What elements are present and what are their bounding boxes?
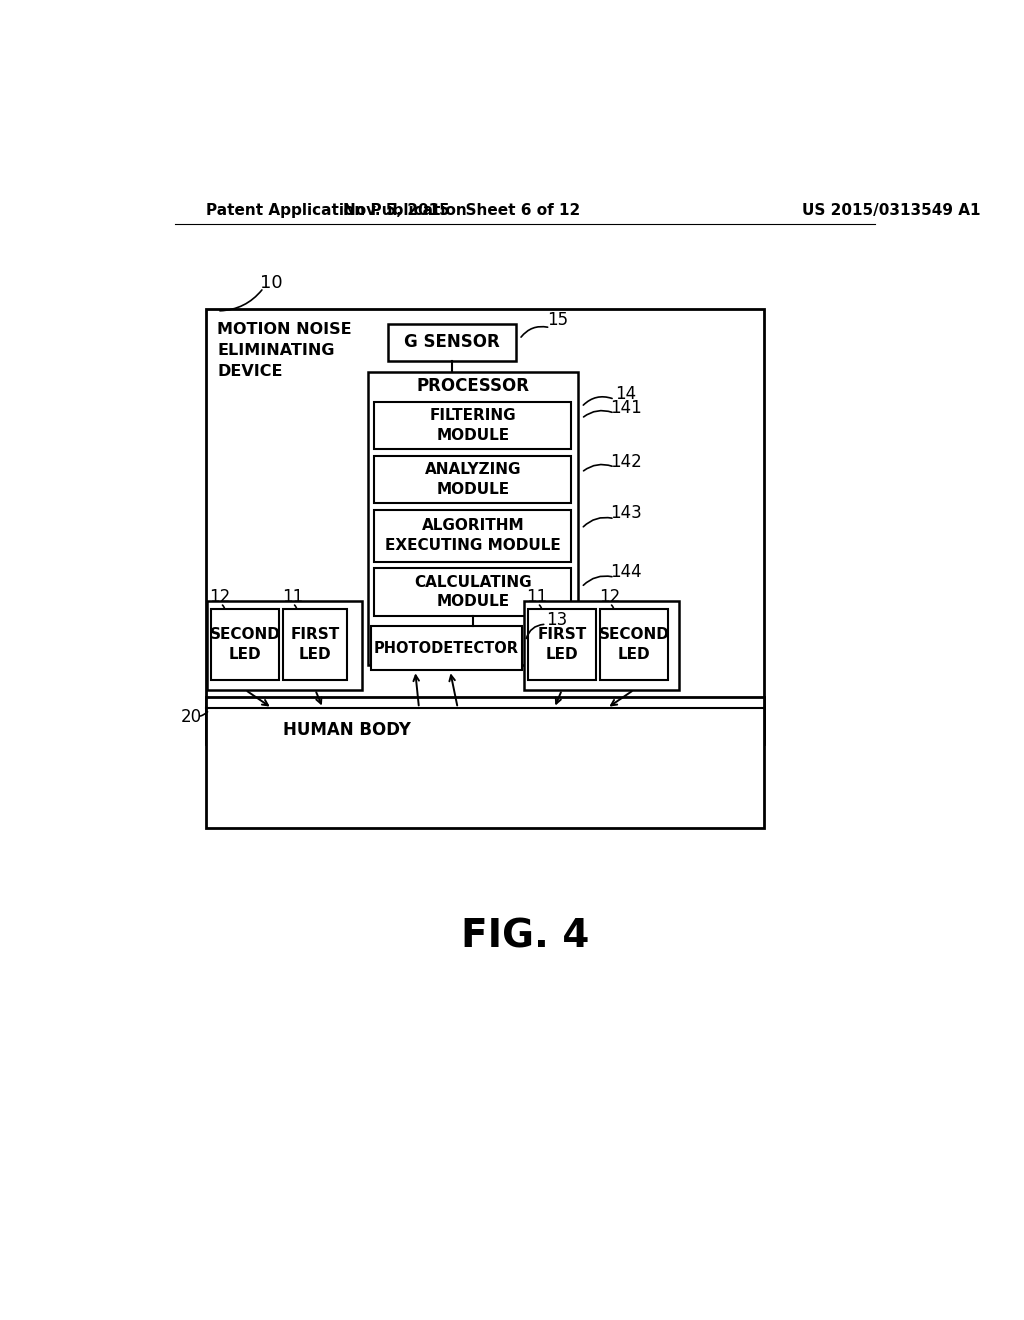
Bar xyxy=(206,309,764,743)
Text: 142: 142 xyxy=(609,453,641,471)
Text: 11: 11 xyxy=(526,589,548,606)
Text: Patent Application Publication: Patent Application Publication xyxy=(206,203,466,218)
Text: PHOTODETECTOR: PHOTODETECTOR xyxy=(374,640,518,656)
Text: FIRST
LED: FIRST LED xyxy=(291,627,340,661)
Text: 15: 15 xyxy=(548,312,568,329)
Bar xyxy=(211,609,280,680)
Text: 10: 10 xyxy=(260,275,283,292)
Text: SECOND
LED: SECOND LED xyxy=(210,627,281,661)
Text: 143: 143 xyxy=(609,504,641,523)
Text: ALGORITHM
EXECUTING MODULE: ALGORITHM EXECUTING MODULE xyxy=(385,519,561,553)
Text: US 2015/0313549 A1: US 2015/0313549 A1 xyxy=(802,203,981,218)
Bar xyxy=(528,609,596,680)
Bar xyxy=(388,323,515,360)
Bar xyxy=(283,609,347,680)
Bar xyxy=(206,697,764,829)
Text: FIG. 4: FIG. 4 xyxy=(461,917,589,956)
Text: HUMAN BODY: HUMAN BODY xyxy=(283,721,411,739)
Text: 20: 20 xyxy=(181,708,202,726)
Text: FILTERING
MODULE: FILTERING MODULE xyxy=(429,408,516,444)
Text: MOTION NOISE
ELIMINATING
DEVICE: MOTION NOISE ELIMINATING DEVICE xyxy=(217,322,352,379)
Bar xyxy=(375,401,571,449)
Text: SECOND
LED: SECOND LED xyxy=(599,627,670,661)
Bar xyxy=(375,568,571,615)
Bar xyxy=(371,626,521,671)
Text: PROCESSOR: PROCESSOR xyxy=(417,378,529,395)
Text: FIRST
LED: FIRST LED xyxy=(538,627,587,661)
Text: 13: 13 xyxy=(546,611,567,628)
Text: 12: 12 xyxy=(599,589,620,606)
Text: 141: 141 xyxy=(609,399,641,417)
Text: 14: 14 xyxy=(615,385,636,403)
Bar xyxy=(524,601,679,689)
Bar xyxy=(375,455,571,503)
Text: G SENSOR: G SENSOR xyxy=(403,334,500,351)
Text: 12: 12 xyxy=(210,589,230,606)
Bar xyxy=(207,601,362,689)
Bar xyxy=(375,510,571,562)
Text: 144: 144 xyxy=(609,562,641,581)
Text: ANALYZING
MODULE: ANALYZING MODULE xyxy=(425,462,521,496)
Bar xyxy=(600,609,669,680)
Text: 11: 11 xyxy=(282,589,303,606)
Text: CALCULATING
MODULE: CALCULATING MODULE xyxy=(414,574,531,610)
Text: Nov. 5, 2015   Sheet 6 of 12: Nov. 5, 2015 Sheet 6 of 12 xyxy=(343,203,580,218)
Bar xyxy=(369,372,578,665)
